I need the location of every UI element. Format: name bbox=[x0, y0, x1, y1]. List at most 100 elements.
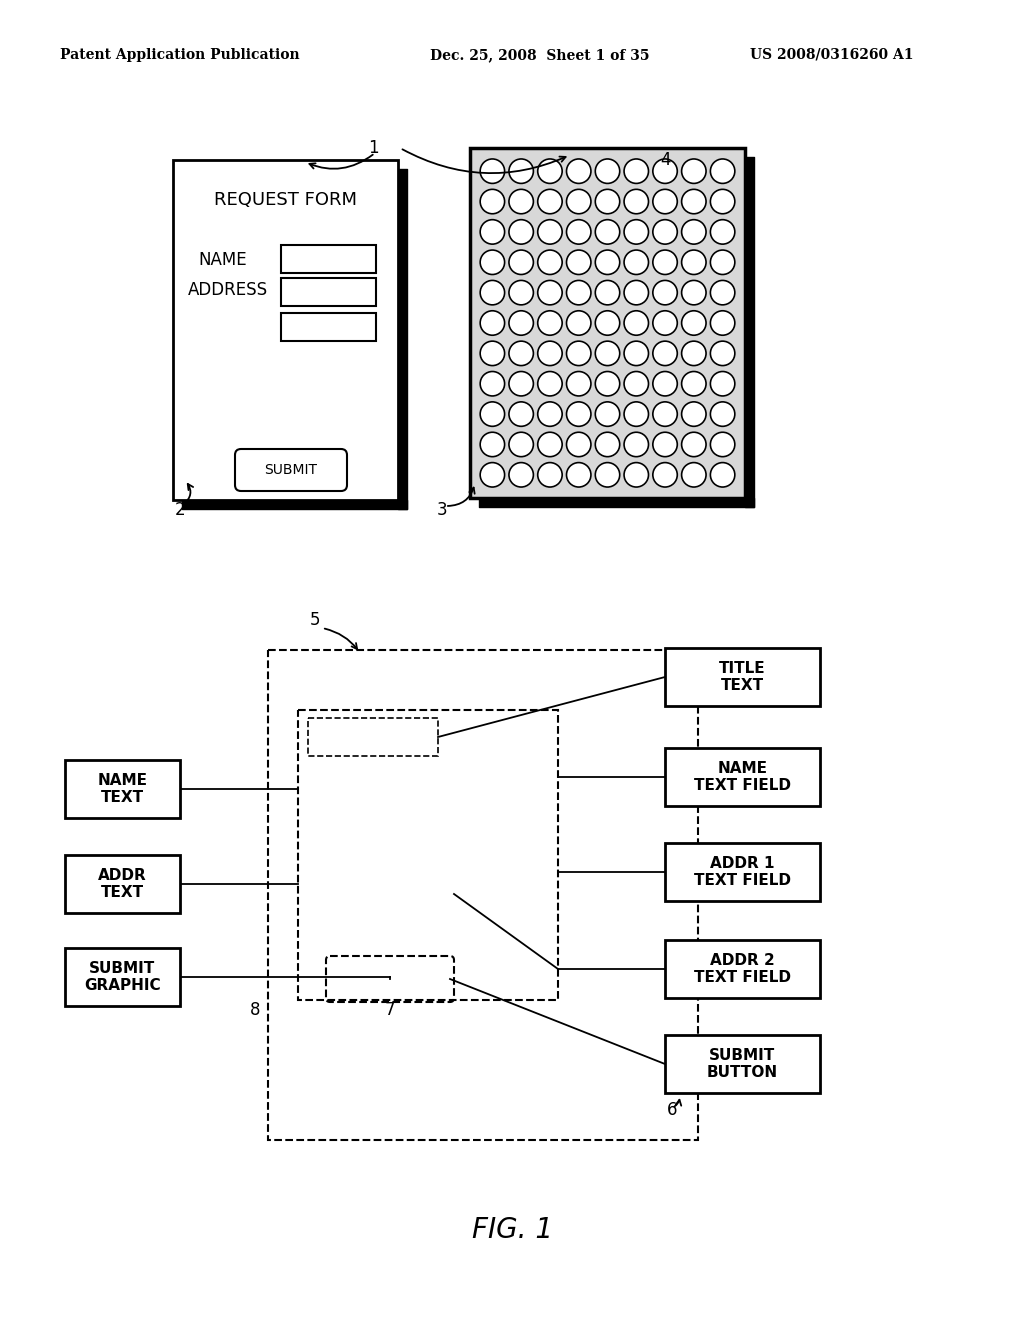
FancyBboxPatch shape bbox=[65, 948, 180, 1006]
Circle shape bbox=[595, 280, 620, 305]
Circle shape bbox=[480, 280, 505, 305]
Circle shape bbox=[653, 280, 677, 305]
Circle shape bbox=[538, 249, 562, 275]
FancyBboxPatch shape bbox=[665, 843, 820, 902]
Circle shape bbox=[682, 249, 707, 275]
FancyBboxPatch shape bbox=[281, 313, 376, 341]
Text: 6: 6 bbox=[667, 1101, 678, 1119]
Circle shape bbox=[509, 401, 534, 426]
Circle shape bbox=[624, 189, 648, 214]
Text: TEXT: TEXT bbox=[101, 884, 144, 900]
Circle shape bbox=[480, 219, 505, 244]
Circle shape bbox=[538, 189, 562, 214]
Circle shape bbox=[653, 401, 677, 426]
Circle shape bbox=[624, 219, 648, 244]
Circle shape bbox=[595, 249, 620, 275]
Circle shape bbox=[480, 310, 505, 335]
Text: Patent Application Publication: Patent Application Publication bbox=[60, 48, 300, 62]
FancyBboxPatch shape bbox=[665, 940, 820, 998]
Circle shape bbox=[711, 310, 735, 335]
Text: BUTTON: BUTTON bbox=[707, 1065, 778, 1080]
Text: Dec. 25, 2008  Sheet 1 of 35: Dec. 25, 2008 Sheet 1 of 35 bbox=[430, 48, 649, 62]
Text: REQUEST FORM: REQUEST FORM bbox=[214, 191, 357, 209]
FancyBboxPatch shape bbox=[65, 760, 180, 818]
Circle shape bbox=[566, 189, 591, 214]
Circle shape bbox=[682, 219, 707, 244]
Circle shape bbox=[538, 280, 562, 305]
Circle shape bbox=[653, 310, 677, 335]
Text: TEXT FIELD: TEXT FIELD bbox=[694, 970, 791, 985]
Circle shape bbox=[653, 158, 677, 183]
Circle shape bbox=[509, 432, 534, 457]
Circle shape bbox=[480, 462, 505, 487]
Circle shape bbox=[711, 371, 735, 396]
Circle shape bbox=[682, 280, 707, 305]
Circle shape bbox=[566, 462, 591, 487]
Circle shape bbox=[595, 310, 620, 335]
FancyBboxPatch shape bbox=[665, 648, 820, 706]
Circle shape bbox=[480, 432, 505, 457]
Circle shape bbox=[509, 310, 534, 335]
FancyBboxPatch shape bbox=[173, 160, 398, 500]
Circle shape bbox=[624, 280, 648, 305]
Circle shape bbox=[595, 219, 620, 244]
Circle shape bbox=[538, 310, 562, 335]
Circle shape bbox=[682, 462, 707, 487]
Text: 3: 3 bbox=[437, 502, 447, 519]
Circle shape bbox=[480, 341, 505, 366]
Circle shape bbox=[595, 189, 620, 214]
Text: ADDRESS: ADDRESS bbox=[188, 281, 268, 300]
Text: ADDR 1: ADDR 1 bbox=[711, 855, 775, 871]
Circle shape bbox=[595, 341, 620, 366]
Text: SUBMIT: SUBMIT bbox=[89, 961, 156, 975]
Circle shape bbox=[480, 249, 505, 275]
FancyBboxPatch shape bbox=[281, 279, 376, 306]
Circle shape bbox=[480, 189, 505, 214]
Text: ADDR 2: ADDR 2 bbox=[710, 953, 775, 968]
FancyBboxPatch shape bbox=[470, 148, 745, 498]
FancyBboxPatch shape bbox=[665, 748, 820, 807]
Circle shape bbox=[566, 341, 591, 366]
Circle shape bbox=[538, 432, 562, 457]
Text: TEXT: TEXT bbox=[721, 678, 764, 693]
Text: 7: 7 bbox=[385, 1001, 395, 1019]
Circle shape bbox=[509, 371, 534, 396]
Text: 1: 1 bbox=[368, 139, 379, 157]
Circle shape bbox=[653, 341, 677, 366]
Circle shape bbox=[566, 280, 591, 305]
Circle shape bbox=[682, 310, 707, 335]
Circle shape bbox=[595, 432, 620, 457]
Circle shape bbox=[509, 219, 534, 244]
Circle shape bbox=[509, 462, 534, 487]
Circle shape bbox=[509, 249, 534, 275]
Text: TITLE: TITLE bbox=[719, 661, 766, 676]
Circle shape bbox=[624, 401, 648, 426]
Circle shape bbox=[624, 341, 648, 366]
Circle shape bbox=[538, 401, 562, 426]
Circle shape bbox=[480, 158, 505, 183]
Text: ADDR: ADDR bbox=[98, 869, 146, 883]
Circle shape bbox=[682, 341, 707, 366]
Text: GRAPHIC: GRAPHIC bbox=[84, 978, 161, 993]
Text: 8: 8 bbox=[250, 1001, 260, 1019]
Circle shape bbox=[682, 432, 707, 457]
Circle shape bbox=[653, 189, 677, 214]
FancyBboxPatch shape bbox=[281, 246, 376, 273]
Text: TEXT FIELD: TEXT FIELD bbox=[694, 873, 791, 888]
Circle shape bbox=[653, 462, 677, 487]
Circle shape bbox=[624, 158, 648, 183]
Circle shape bbox=[509, 341, 534, 366]
Circle shape bbox=[595, 462, 620, 487]
Circle shape bbox=[566, 371, 591, 396]
Circle shape bbox=[538, 341, 562, 366]
Circle shape bbox=[566, 158, 591, 183]
Text: TEXT: TEXT bbox=[101, 789, 144, 805]
Circle shape bbox=[566, 310, 591, 335]
Circle shape bbox=[538, 219, 562, 244]
Circle shape bbox=[480, 401, 505, 426]
Circle shape bbox=[711, 462, 735, 487]
Circle shape bbox=[711, 158, 735, 183]
Text: 5: 5 bbox=[310, 611, 321, 630]
Circle shape bbox=[624, 249, 648, 275]
Circle shape bbox=[711, 401, 735, 426]
